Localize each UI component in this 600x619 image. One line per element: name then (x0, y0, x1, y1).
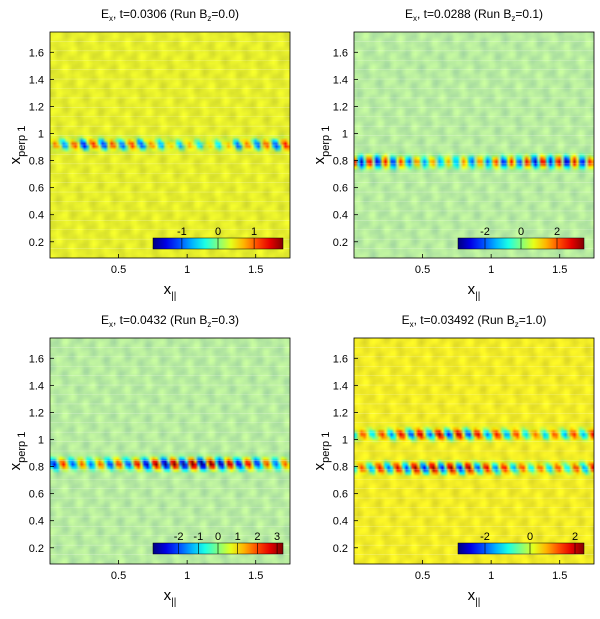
colorbar-tick-label: -1 (193, 531, 203, 543)
y-tick-label: 0.4 (333, 516, 348, 528)
y-tick-label: 1.4 (29, 74, 44, 86)
heatmap-field (50, 32, 290, 258)
plot-frame (353, 337, 595, 565)
colorbar-tick-label: 0 (527, 531, 533, 543)
panel-title: Ex, t=0.0288 (Run Bz=0.1) (405, 7, 543, 23)
heatmap-field (50, 338, 290, 564)
colorbar-tick-label: 2 (254, 531, 260, 543)
y-axis-label: xperp 1 (7, 126, 28, 165)
y-axis-label: xperp 1 (7, 432, 28, 471)
y-tick-label: 1.2 (29, 407, 44, 419)
colorbar-tick-label: 2 (572, 531, 578, 543)
y-tick-label: 1.4 (333, 74, 348, 86)
x-axis-label: x|| (164, 587, 177, 608)
x-axis-label: x|| (468, 587, 481, 608)
colorbar-tick-label: -2 (480, 531, 490, 543)
plot-frame (353, 31, 595, 259)
x-tick-label: 1 (184, 264, 190, 276)
colorbar-tick-label: 1 (235, 531, 241, 543)
y-tick-label: 1.4 (333, 380, 348, 392)
y-tick-label: 0.8 (333, 156, 348, 168)
panel-title: Ex, t=0.0306 (Run Bz=0.0) (101, 7, 239, 23)
y-tick-label: 1.2 (29, 101, 44, 113)
x-axis-label: x|| (468, 281, 481, 302)
x-tick-label: 0.5 (111, 264, 126, 276)
y-tick-label: 1.6 (333, 47, 348, 59)
panel-1: Ex, t=0.0306 (Run Bz=0.0) 0.2 0.4 0.6 0.8 1 1.… (7, 7, 291, 302)
y-tick-label: 0.6 (333, 183, 348, 195)
y-tick-label: 1 (342, 128, 348, 140)
x-tick-label: 1 (488, 264, 494, 276)
y-tick-label: 1.6 (29, 47, 44, 59)
y-tick-label: 1.2 (333, 101, 348, 113)
y-tick-label: 1.2 (333, 407, 348, 419)
panel-title: Ex, t=0.0432 (Run Bz=0.3) (101, 313, 239, 329)
y-tick-label: 0.2 (333, 543, 348, 555)
y-tick-label: 1.6 (333, 353, 348, 365)
y-tick-label: 0.2 (29, 237, 44, 249)
x-tick-label: 1.5 (248, 570, 263, 582)
y-tick-label: 0.2 (333, 237, 348, 249)
y-tick-label: 0.8 (333, 462, 348, 474)
heatmap-field (354, 32, 594, 258)
x-tick-label: 1 (184, 570, 190, 582)
colorbar-tick-label: 0 (518, 226, 524, 238)
x-axis-label: x|| (164, 281, 177, 302)
y-tick-label: 1 (38, 434, 44, 446)
panel-title: Ex, t=0.03492 (Run Bz=1.0) (402, 313, 547, 329)
x-tick-label: 0.5 (415, 570, 430, 582)
colorbar-tick-label: -2 (174, 531, 184, 543)
x-tick-label: 1.5 (248, 264, 263, 276)
y-axis-label: xperp 1 (311, 126, 332, 165)
colorbar-tick-label: 0 (215, 531, 221, 543)
x-tick-label: 0.5 (415, 264, 430, 276)
y-axis-label: xperp 1 (311, 432, 332, 471)
y-tick-label: 1 (342, 434, 348, 446)
heatmap-field (354, 338, 594, 564)
x-tick-label: 1 (488, 570, 494, 582)
y-tick-label: 0.8 (29, 156, 44, 168)
y-tick-label: 0.6 (29, 489, 44, 501)
plot-frame (49, 31, 291, 259)
y-tick-label: 1.4 (29, 380, 44, 392)
colorbar (457, 542, 585, 555)
x-tick-label: 1.5 (552, 264, 567, 276)
y-tick-label: 0.8 (29, 462, 44, 474)
x-tick-label: 0.5 (111, 570, 126, 582)
y-tick-label: 0.4 (29, 516, 44, 528)
y-tick-label: 1.6 (29, 353, 44, 365)
y-tick-label: 0.6 (333, 489, 348, 501)
panel-3: Ex, t=0.0432 (Run Bz=0.3) 0.2 0.4 0.6 0.8 1 1.… (7, 313, 291, 608)
colorbar-tick-label: 1 (251, 226, 257, 238)
y-tick-label: 0.4 (333, 210, 348, 222)
panel-2: Ex, t=0.0288 (Run Bz=0.1) 0.2 0.4 0.6 0.8 1 1.… (311, 7, 595, 302)
plot-frame (49, 337, 291, 565)
x-tick-label: 1.5 (552, 570, 567, 582)
colorbar-tick-label: -1 (177, 226, 187, 238)
y-tick-label: 0.4 (29, 210, 44, 222)
panel-4: Ex, t=0.03492 (Run Bz=1.0) 0.2 0.4 0.6 0.8 1 1… (311, 313, 595, 608)
y-tick-label: 1 (38, 128, 44, 140)
colorbar-tick-label: -2 (480, 226, 490, 238)
colorbar-tick-label: 3 (274, 531, 280, 543)
y-tick-label: 0.6 (29, 183, 44, 195)
y-tick-label: 0.2 (29, 543, 44, 555)
colorbar-tick-label: 0 (215, 226, 221, 238)
colorbar-tick-label: 2 (554, 226, 560, 238)
